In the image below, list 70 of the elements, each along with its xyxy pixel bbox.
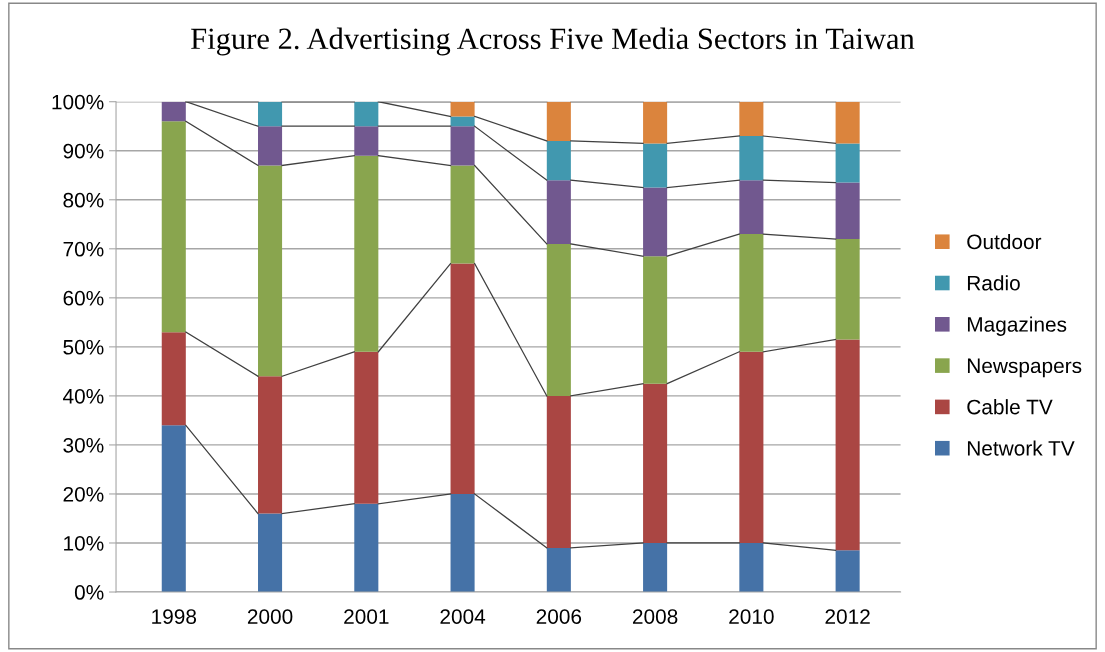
- bar: [450, 263, 475, 494]
- y-tick-label: 90%: [63, 143, 104, 159]
- bar: [258, 513, 283, 593]
- bar: [161, 332, 186, 426]
- x-tick-label: 2012: [825, 609, 870, 624]
- x-tick-label: 2006: [536, 609, 582, 624]
- y-tick-label: 80%: [63, 192, 104, 208]
- y-tick-label: 50%: [63, 339, 104, 355]
- bar: [258, 376, 283, 514]
- bar: [258, 101, 283, 127]
- bar: [354, 126, 379, 156]
- bar: [161, 425, 186, 593]
- bar: [835, 182, 860, 239]
- bar: [258, 126, 283, 166]
- legend-label: Network TV: [967, 440, 1075, 456]
- chart-title: Figure 2. Advertising Across Five Media Sectors in Taiwan: [191, 27, 915, 56]
- bar: [546, 140, 571, 181]
- y-tick-label: 70%: [63, 241, 104, 257]
- bar: [258, 165, 283, 377]
- bar: [546, 101, 571, 141]
- bar: [161, 121, 186, 333]
- bar: [739, 542, 764, 593]
- x-tick-label: 1998: [152, 609, 197, 624]
- x-tick-label: 2008: [632, 609, 678, 624]
- bar: [354, 101, 379, 127]
- bar: [161, 101, 186, 122]
- bar: [739, 351, 764, 543]
- x-tick-label: 2000: [247, 609, 293, 624]
- bar: [450, 165, 475, 264]
- bar: [354, 503, 379, 593]
- bar: [643, 256, 668, 384]
- y-tick-label: 20%: [63, 486, 104, 502]
- legend-label: Cable TV: [967, 399, 1053, 415]
- y-tick-label: 10%: [64, 535, 104, 551]
- bar: [354, 155, 379, 352]
- bar: [643, 101, 668, 144]
- y-tick-label: 60%: [63, 290, 104, 306]
- bar: [643, 143, 668, 188]
- bar: [643, 187, 668, 257]
- y-tick-label: 30%: [63, 437, 104, 453]
- x-tick-label: 2010: [729, 609, 774, 624]
- x-tick-label: 2004: [440, 609, 486, 624]
- bar: [835, 101, 860, 144]
- bar: [450, 101, 475, 117]
- y-tick-label: 40%: [63, 388, 104, 404]
- legend-label: Radio: [967, 275, 1020, 291]
- bar: [835, 339, 860, 551]
- bar: [354, 351, 379, 504]
- bar: [546, 395, 571, 548]
- bar: [739, 234, 764, 352]
- bar: [450, 126, 475, 166]
- y-tick-label: 100%: [52, 94, 104, 110]
- bar: [450, 116, 475, 127]
- legend-label: Newspapers: [967, 358, 1082, 378]
- bar: [835, 550, 860, 593]
- bar: [739, 136, 764, 181]
- bar: [546, 547, 571, 593]
- bar: [835, 239, 860, 340]
- legend-label: Outdoor: [967, 233, 1042, 250]
- bar: [739, 101, 764, 137]
- bar: [643, 542, 668, 593]
- legend-label: Magazines: [967, 316, 1067, 336]
- bar: [450, 493, 475, 593]
- x-tick-label: 2001: [344, 609, 389, 624]
- bar: [643, 383, 668, 543]
- bar: [739, 180, 764, 235]
- bar: [835, 143, 860, 183]
- bar: [546, 243, 571, 396]
- y-tick-label: 0%: [74, 585, 104, 600]
- bar: [546, 180, 571, 244]
